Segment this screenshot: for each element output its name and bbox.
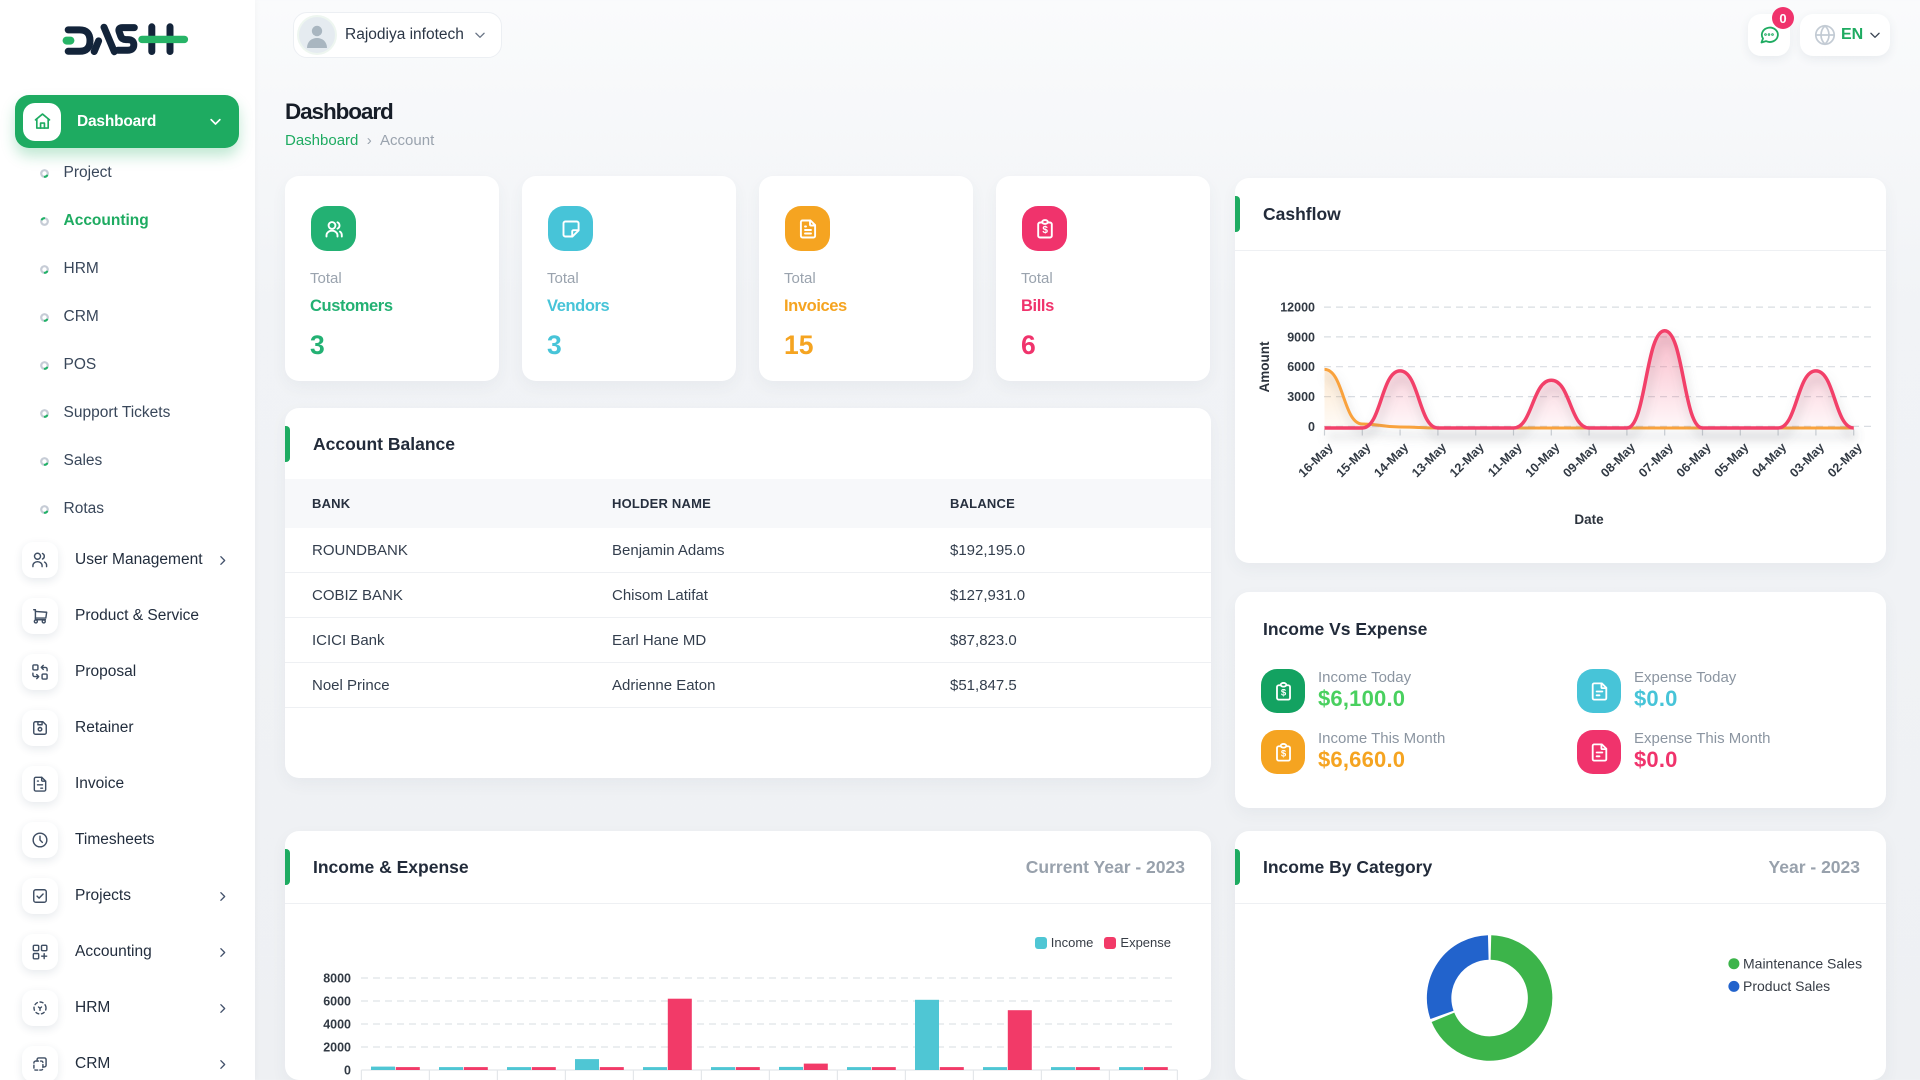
svg-text:07-May: 07-May <box>1636 440 1676 480</box>
svg-text:16-May: 16-May <box>1296 440 1336 480</box>
svg-text:04-May: 04-May <box>1749 440 1789 480</box>
svg-text:$: $ <box>1280 748 1286 759</box>
svg-text:Product Sales: Product Sales <box>1743 978 1830 994</box>
svg-text:02-May: 02-May <box>1825 440 1865 480</box>
svg-text:08-May: 08-May <box>1598 440 1638 480</box>
svg-text:Date: Date <box>1574 512 1604 527</box>
svg-text:2000: 2000 <box>323 1041 351 1055</box>
svg-text:12-May: 12-May <box>1447 440 1487 480</box>
svg-text:12000: 12000 <box>1280 301 1315 315</box>
svg-text:6000: 6000 <box>323 995 351 1009</box>
svg-text:8000: 8000 <box>323 972 351 986</box>
svg-text:06-May: 06-May <box>1674 440 1714 480</box>
svg-text:03-May: 03-May <box>1787 440 1827 480</box>
svg-text:15-May: 15-May <box>1334 440 1374 480</box>
svg-text:9000: 9000 <box>1287 330 1315 344</box>
svg-text:$: $ <box>1042 225 1048 236</box>
svg-text:0: 0 <box>344 1064 351 1078</box>
svg-text:6000: 6000 <box>1287 360 1315 374</box>
svg-text:05-May: 05-May <box>1712 440 1752 480</box>
svg-text:11-May: 11-May <box>1485 440 1524 479</box>
svg-text:10-May: 10-May <box>1523 440 1563 480</box>
svg-text:13-May: 13-May <box>1409 440 1449 480</box>
svg-text:0: 0 <box>1308 420 1315 434</box>
svg-text:Maintenance Sales: Maintenance Sales <box>1743 955 1862 971</box>
svg-text:$: $ <box>1280 687 1286 698</box>
svg-text:09-May: 09-May <box>1560 440 1600 480</box>
svg-text:Amount: Amount <box>1257 341 1272 392</box>
svg-text:4000: 4000 <box>323 1018 351 1032</box>
svg-text:3000: 3000 <box>1287 390 1315 404</box>
svg-text:14-May: 14-May <box>1371 440 1411 480</box>
